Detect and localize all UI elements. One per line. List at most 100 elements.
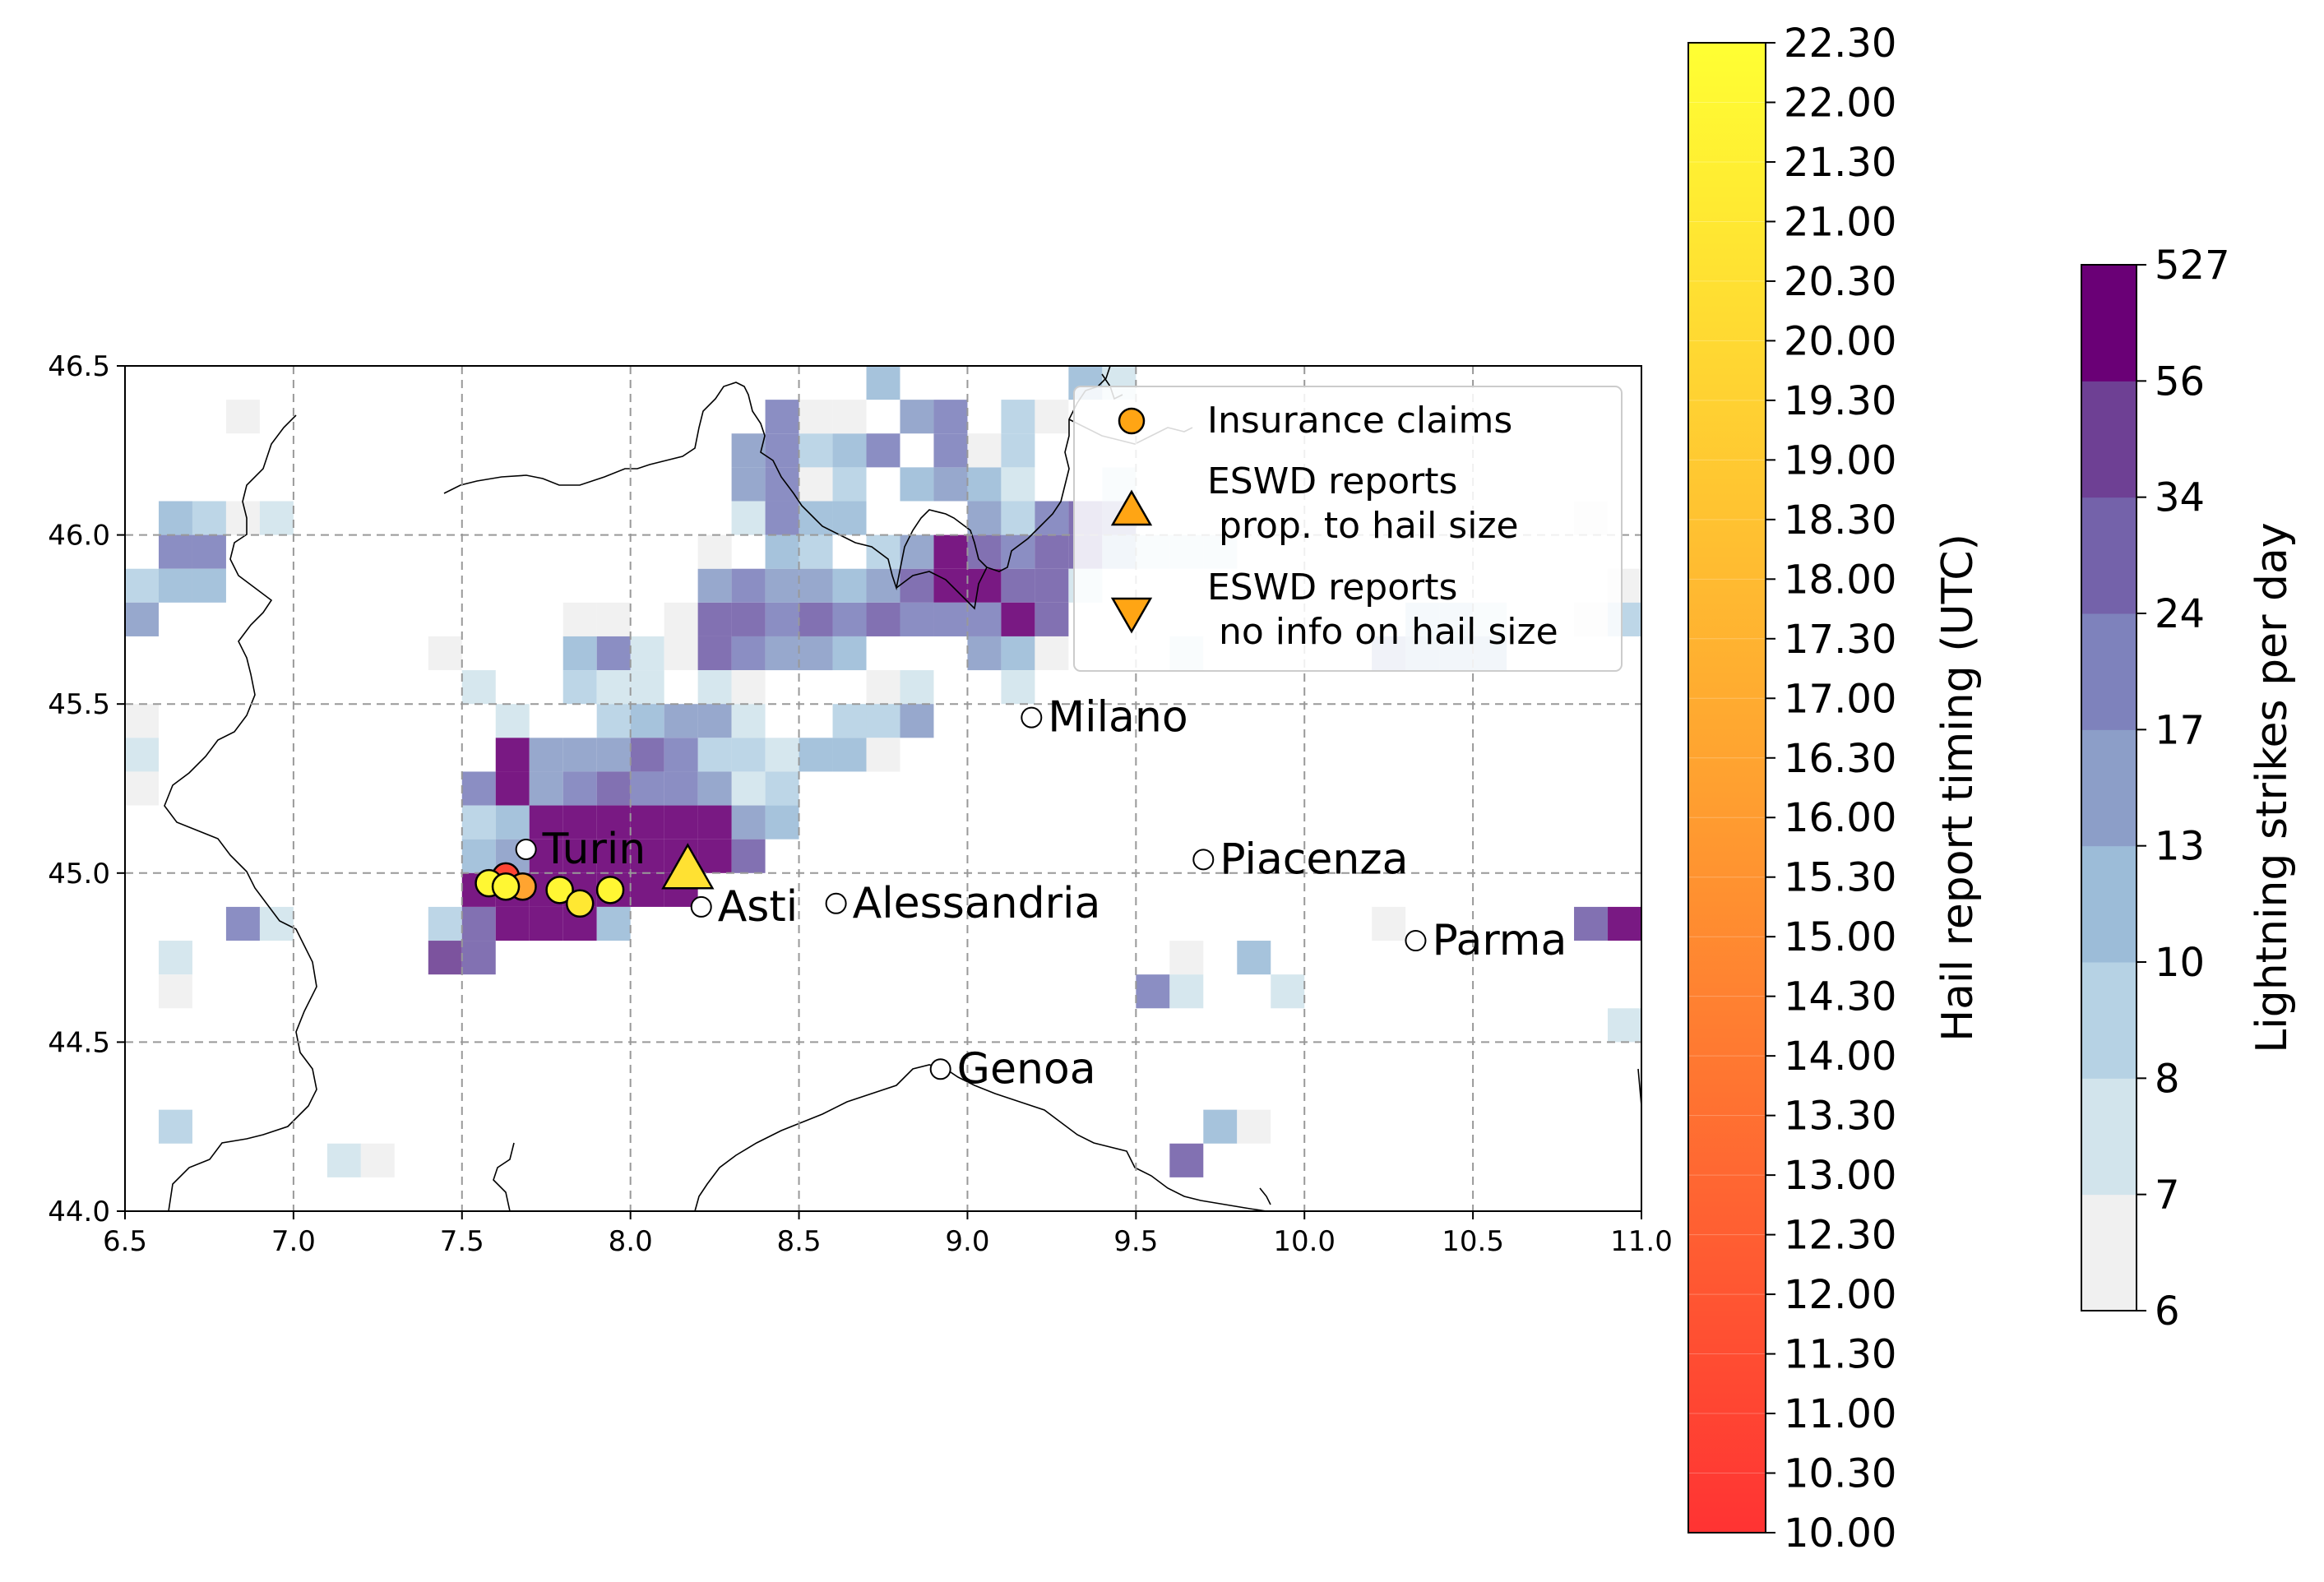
lightning-cell <box>731 636 766 671</box>
lightning-cell <box>765 501 799 535</box>
lightning-cell <box>529 906 563 941</box>
lightning-cell <box>1001 433 1035 468</box>
lightning-band <box>2081 1078 2137 1196</box>
x-axis-ticks: 6.5 7.0 7.5 8.0 8.5 9.0 9.5 10.0 10.5 11.0 <box>103 1211 1673 1258</box>
timing-tick-label: 14.00 <box>1784 1034 1896 1080</box>
lightning-cell <box>866 534 900 569</box>
lightning-tick-label: 8 <box>2155 1056 2180 1102</box>
insurance-claim-marker <box>491 872 521 901</box>
lightning-cell <box>1169 941 1204 975</box>
lightning-cell <box>697 839 732 873</box>
lightning-cell <box>1035 501 1069 535</box>
legend-label-line: Insurance claims <box>1207 400 1512 442</box>
lightning-cell <box>125 602 159 636</box>
lightning-cell <box>697 771 732 806</box>
lightning-cell <box>1372 906 1406 941</box>
y-tick-label: 44.5 <box>48 1026 110 1059</box>
city-label: Asti <box>718 882 799 932</box>
lightning-cell <box>562 738 597 772</box>
lightning-cell <box>125 738 159 772</box>
lightning-cell <box>495 906 530 941</box>
timing-tick-label: 20.00 <box>1784 318 1896 364</box>
lightning-cell <box>900 704 934 738</box>
lightning-cell <box>697 670 732 705</box>
lightning-cell <box>158 1109 192 1144</box>
lightning-cell <box>596 704 631 738</box>
lightning-cell <box>832 704 867 738</box>
lightning-cell <box>832 738 867 772</box>
timing-tick-label: 17.00 <box>1784 676 1896 722</box>
lightning-cell <box>596 805 631 840</box>
lightning-tick-label: 17 <box>2155 707 2205 753</box>
lightning-tick-label: 6 <box>2155 1288 2180 1335</box>
lightning-cell <box>765 771 799 806</box>
lightning-cell <box>562 839 597 873</box>
lightning-cell <box>697 805 732 840</box>
lightning-cell <box>529 805 563 840</box>
lightning-cell <box>192 534 226 569</box>
lightning-cell <box>630 670 664 705</box>
lightning-cell <box>900 467 934 502</box>
y-tick-label: 46.5 <box>48 350 110 383</box>
lightning-cell <box>731 805 766 840</box>
lightning-cell <box>562 602 597 636</box>
legend-label-eswd-size: ESWD reports prop. to hail size <box>1207 460 1519 547</box>
lightning-band <box>2081 845 2137 963</box>
lightning-cell <box>1035 534 1069 569</box>
timing-tick-label: 21.30 <box>1784 140 1896 186</box>
lightning-cell <box>664 771 698 806</box>
lightning-cell <box>765 805 799 840</box>
lightning-cell <box>225 501 260 535</box>
lightning-cell <box>832 433 867 468</box>
lightning-cell <box>866 602 900 636</box>
lightning-cell <box>562 670 597 705</box>
timing-tick-label: 10.00 <box>1784 1510 1896 1557</box>
lightning-cell <box>731 704 766 738</box>
lightning-band <box>2081 729 2137 847</box>
lightning-cell <box>1035 602 1069 636</box>
lightning-cell <box>1001 534 1035 569</box>
lightning-cell <box>799 738 833 772</box>
lightning-cell <box>866 738 900 772</box>
lightning-cell <box>731 670 766 705</box>
lightning-cell <box>832 636 867 671</box>
lightning-cell <box>192 568 226 603</box>
lightning-cell <box>664 805 698 840</box>
lightning-cell <box>866 670 900 705</box>
lightning-cell <box>461 670 496 705</box>
timing-tick-label: 11.30 <box>1784 1332 1896 1378</box>
legend-label-line: ESWD reports <box>1207 567 1457 608</box>
lightning-cell <box>1035 568 1069 603</box>
x-tick-label: 11.0 <box>1610 1225 1673 1258</box>
lightning-cell <box>630 805 664 840</box>
city-marker <box>825 892 847 914</box>
lightning-cell <box>832 501 867 535</box>
lightning-cell <box>1136 974 1170 1009</box>
lightning-cell <box>967 433 1002 468</box>
lightning-cell <box>461 805 496 840</box>
lightning-cell <box>731 568 766 603</box>
city-label: Genoa <box>957 1044 1096 1094</box>
y-tick-label: 45.5 <box>48 688 110 721</box>
eswd-report-marker <box>661 843 715 890</box>
map-axes: 6.5 7.0 7.5 8.0 8.5 9.0 9.5 10.0 10.5 11.0 44.044… <box>48 350 1673 1258</box>
lightning-colorbar: 6 7 8 10 13 17 24 34 56 527 Lightning strikes per… <box>2081 243 2297 1335</box>
timing-tick-label: 13.30 <box>1784 1094 1896 1140</box>
lightning-cell <box>461 839 496 873</box>
city-marker <box>929 1058 951 1080</box>
hail-timing-colorbar: 10.00 10.30 11.00 11.30 12.00 12.30 13.00 13.30… <box>1687 21 1983 1557</box>
lightning-cell <box>529 738 563 772</box>
lightning-cell <box>428 941 462 975</box>
lightning-cell <box>900 670 934 705</box>
city-marker <box>1192 849 1215 871</box>
lightning-cell <box>765 433 799 468</box>
lightning-cell <box>259 501 294 535</box>
lightning-cell <box>495 771 530 806</box>
lightning-cell <box>866 568 900 603</box>
lightning-cell <box>900 400 934 434</box>
lightning-band <box>2081 613 2137 730</box>
legend-label-eswd-noinfo: ESWD reports no info on hail size <box>1207 567 1558 653</box>
timing-tick-label: 18.30 <box>1784 497 1896 544</box>
lightning-cell <box>799 433 833 468</box>
